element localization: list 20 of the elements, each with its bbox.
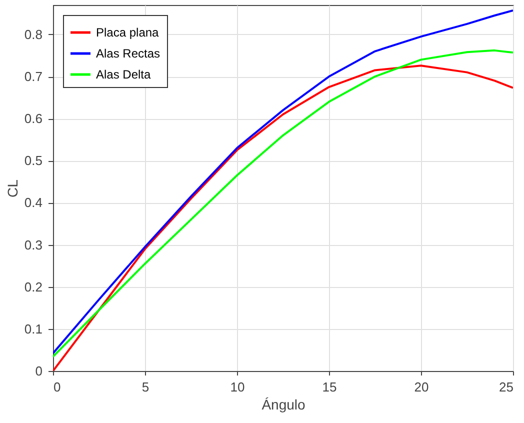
y-tick-label: 0.8 [24,26,42,42]
legend-label: Alas Delta [96,68,152,82]
y-axis-title: CL [4,179,20,198]
y-tick-label: 0.5 [24,153,42,168]
y-tick-label: 0.4 [24,195,42,210]
legend-label: Alas Rectas [96,46,160,60]
y-tick-label: 0.1 [24,321,42,336]
x-tick-label: 0 [54,380,61,394]
y-tick-label: 0.6 [24,111,42,126]
y-tick-label: 0.2 [24,279,42,294]
y-tick-label: 0 [35,364,42,378]
x-tick-label: 15 [322,380,337,394]
x-tick-label: 25 [499,380,514,394]
y-tick-label: 0.7 [24,69,42,84]
y-tick-label: 0.3 [24,237,42,252]
x-tick-label: 10 [230,380,245,394]
x-axis-title: Ángulo [262,396,306,412]
x-tick-label: 20 [414,380,429,394]
legend-label: Placa plana [96,26,160,40]
x-tick-label: 5 [142,380,150,394]
